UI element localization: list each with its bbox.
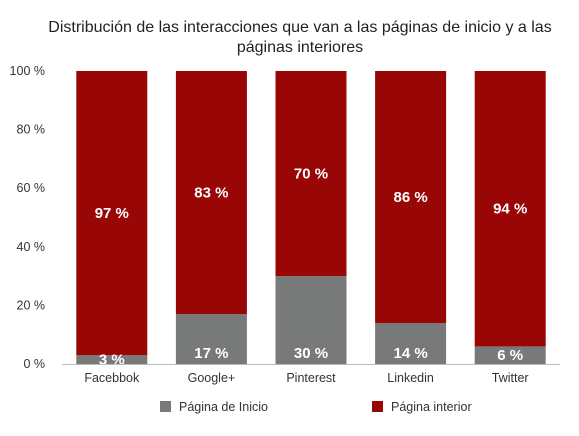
data-label-inicio: 6 %: [497, 347, 523, 364]
legend-label: Página interior: [391, 400, 472, 414]
bar-inicio: [175, 314, 247, 364]
data-label-interior: 86 %: [393, 189, 427, 206]
legend-swatch: [372, 401, 383, 412]
y-tick-label: 20 %: [17, 298, 46, 312]
bar-interior: [474, 71, 546, 347]
data-label-interior: 97 %: [95, 205, 129, 222]
x-tick-label: Twitter: [492, 371, 529, 385]
bar-inicio: [474, 346, 546, 364]
data-label-interior: 83 %: [194, 185, 228, 202]
y-tick-label: 0 %: [23, 357, 45, 371]
y-tick-label: 60 %: [17, 181, 46, 195]
data-label-inicio: 14 %: [393, 345, 427, 362]
x-tick-label: Linkedin: [387, 371, 434, 385]
bar-inicio: [375, 322, 447, 364]
legend-swatch: [160, 401, 171, 412]
bar-inicio: [275, 276, 347, 364]
data-label-inicio: 17 %: [194, 345, 228, 362]
x-tick-label: Google+: [188, 371, 236, 385]
data-label-interior: 70 %: [294, 166, 328, 183]
data-label-interior: 94 %: [493, 201, 527, 218]
bar-interior: [76, 71, 148, 356]
y-tick-label: 40 %: [17, 240, 46, 254]
y-tick-label: 100 %: [10, 64, 45, 78]
data-label-inicio: 30 %: [294, 345, 328, 362]
x-tick-label: Pinterest: [286, 371, 336, 385]
y-tick-label: 80 %: [17, 123, 46, 137]
bar-interior: [175, 71, 247, 315]
bar-interior: [275, 71, 347, 277]
legend-label: Página de Inicio: [179, 400, 268, 414]
data-label-inicio: 3 %: [99, 352, 125, 369]
bar-interior: [375, 71, 447, 323]
bar-inicio: [76, 355, 148, 364]
chart-title: Distribución de las interacciones que va…: [48, 19, 552, 56]
x-tick-label: Facebbok: [84, 371, 140, 385]
